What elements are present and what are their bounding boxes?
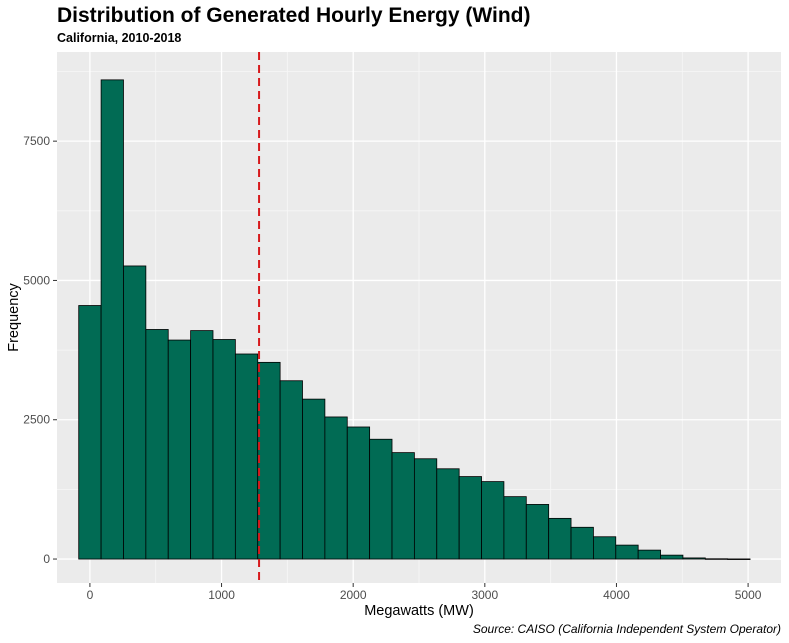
chart-subtitle: California, 2010-2018 (57, 31, 182, 45)
histogram-bar (100, 79, 124, 560)
x-tick-label: 2000 (340, 588, 367, 602)
histogram-bar (123, 265, 147, 560)
y-tick-label: 2500 (23, 413, 50, 427)
histogram-bar (593, 536, 617, 560)
histogram-bar (548, 517, 572, 560)
histogram-bar (324, 416, 348, 560)
y-tick-label: 0 (43, 552, 50, 566)
histogram-bar (212, 339, 236, 560)
histogram-bar (503, 496, 527, 560)
chart-title: Distribution of Generated Hourly Energy … (57, 4, 531, 27)
histogram-bar (279, 380, 303, 560)
histogram-bar (525, 504, 550, 560)
y-tick-label: 7500 (23, 134, 50, 148)
x-tick-label: 0 (87, 588, 94, 602)
histogram-bar (436, 468, 460, 560)
histogram-bar (145, 329, 169, 560)
y-axis-title: Frequency (6, 283, 22, 352)
axis-layer: 0 1000 2000 3000 4000 5000 0 2500 5000 7500 (23, 134, 761, 602)
histogram-bar (302, 398, 326, 560)
x-tick-label: 1000 (208, 588, 235, 602)
histogram-bar (234, 353, 259, 560)
histogram-bar (369, 438, 393, 560)
x-tick-label: 3000 (471, 588, 498, 602)
histogram-bar (78, 305, 102, 560)
bars-layer (78, 79, 751, 560)
histogram-bar (481, 481, 505, 560)
histogram-bar (413, 458, 438, 560)
chart-caption: Source: CAISO (California Independent Sy… (472, 622, 781, 636)
histogram-bar (190, 330, 214, 560)
histogram-bar (346, 426, 371, 560)
histogram-bar (257, 361, 281, 560)
histogram-bar (391, 452, 415, 560)
x-tick-label: 5000 (735, 588, 762, 602)
x-axis-title: Megawatts (MW) (364, 603, 474, 619)
histogram-bar (660, 554, 684, 560)
histogram-bar (682, 557, 706, 560)
y-tick-label: 5000 (23, 273, 50, 287)
x-tick-label: 4000 (603, 588, 630, 602)
histogram-bar (570, 526, 594, 560)
histogram-bar (458, 476, 482, 560)
histogram-bar (727, 558, 751, 560)
histogram-bar (167, 339, 192, 560)
histogram-bar (637, 549, 661, 560)
histogram-bar (704, 558, 729, 560)
histogram-bar (615, 544, 639, 560)
